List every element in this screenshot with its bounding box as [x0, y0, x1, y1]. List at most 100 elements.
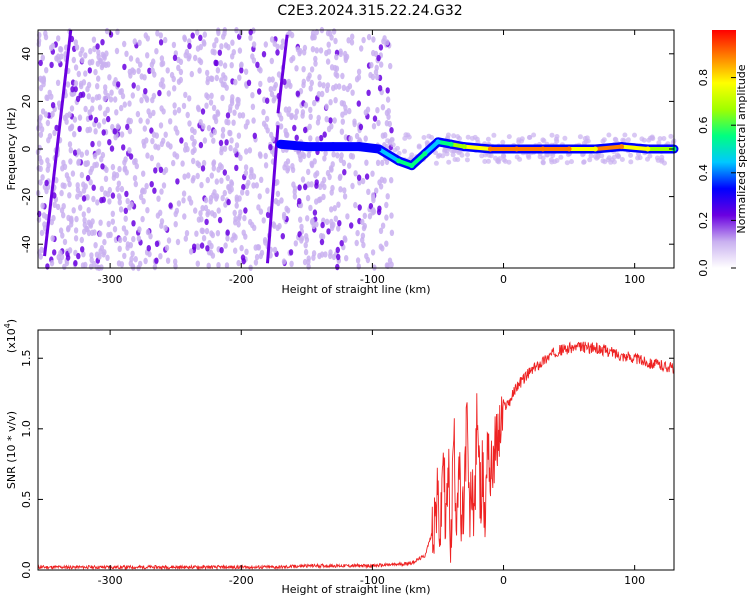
noise-speck: [355, 229, 360, 237]
signal-halo: [595, 153, 601, 159]
noise-speck: [100, 151, 106, 159]
noise-speck: [51, 214, 56, 222]
signal-halo: [602, 159, 608, 165]
noise-speck: [326, 125, 332, 133]
noise-speck: [281, 258, 287, 265]
noise-speck: [38, 114, 43, 121]
noise-speck: [360, 177, 366, 185]
noise-speck: [303, 183, 308, 191]
signal-track-core: [376, 147, 401, 163]
noise-speck: [192, 146, 197, 154]
noise-speck: [264, 115, 270, 123]
noise-speck: [72, 131, 77, 138]
x-tick-label: -300: [98, 574, 123, 587]
noise-speck: [38, 59, 43, 67]
noise-speck: [322, 183, 327, 191]
noise-speck: [369, 61, 374, 69]
signal-halo: [444, 148, 450, 154]
noise-speck: [291, 55, 296, 62]
colorbar-tick-label: 0.8: [697, 69, 710, 87]
noise-speck: [342, 187, 347, 194]
noise-speck: [195, 260, 200, 267]
signal-track-point: [592, 146, 598, 152]
noise-speck: [251, 182, 256, 189]
signal-halo: [625, 137, 631, 143]
noise-speck: [299, 235, 305, 242]
noise-speck: [265, 187, 270, 194]
noise-speck: [155, 212, 161, 219]
noise-speck: [61, 159, 66, 167]
noise-speck: [86, 207, 91, 214]
noise-speck: [93, 242, 98, 249]
noise-speck: [258, 80, 263, 88]
noise-speck: [360, 232, 366, 239]
noise-speck: [195, 29, 200, 36]
streak-line: [276, 34, 289, 114]
signal-halo: [649, 135, 655, 141]
noise-speck: [318, 134, 324, 142]
noise-speck: [178, 76, 183, 84]
noise-speck: [61, 212, 66, 219]
noise-speck: [67, 180, 72, 188]
noise-speck: [248, 34, 253, 41]
noise-speck: [141, 170, 146, 177]
noise-speck: [214, 74, 219, 82]
noise-speck: [336, 225, 341, 232]
signal-halo: [451, 148, 457, 154]
noise-speck: [269, 90, 275, 98]
y-tick-label: 40: [20, 47, 33, 61]
noise-speck: [123, 207, 128, 214]
noise-speck: [364, 252, 369, 260]
noise-speck: [309, 79, 314, 87]
noise-speck: [88, 179, 93, 186]
noise-speck: [329, 189, 334, 196]
noise-speck: [308, 113, 313, 121]
noise-speck: [237, 47, 243, 54]
noise-speck: [163, 131, 168, 138]
noise-speck: [276, 71, 282, 78]
noise-speck: [251, 173, 257, 180]
noise-speck: [192, 128, 197, 135]
noise-speck: [368, 71, 373, 79]
noise-speck: [156, 144, 161, 151]
y-tick-label: 1.0: [20, 420, 33, 438]
noise-speck: [49, 260, 55, 267]
noise-speck: [385, 39, 390, 46]
noise-speck: [50, 102, 56, 109]
noise-speck: [165, 141, 171, 148]
noise-speck: [101, 129, 106, 136]
spectrogram-x-ticks: -300 -200 -100 0 100: [98, 30, 645, 286]
noise-speck: [205, 69, 210, 77]
noise-speck: [109, 89, 114, 96]
noise-speck: [209, 242, 214, 250]
noise-speck: [44, 67, 49, 74]
noise-speck: [184, 230, 190, 237]
noise-speck: [367, 213, 373, 220]
colorbar-label: Normalized spectral amplitude: [735, 64, 748, 233]
noise-speck: [370, 170, 375, 177]
noise-speck: [246, 79, 252, 87]
noise-speck: [163, 224, 168, 232]
noise-speck: [309, 160, 314, 167]
noise-speck: [380, 159, 385, 167]
noise-speck: [50, 111, 55, 118]
signal-halo: [612, 136, 618, 142]
noise-speck: [110, 163, 116, 171]
noise-speck: [300, 109, 306, 116]
noise-speck: [352, 120, 357, 128]
noise-speck: [85, 126, 90, 134]
noise-speck: [119, 104, 124, 112]
signal-halo: [445, 132, 451, 138]
noise-speck: [214, 59, 219, 67]
noise-speck: [110, 218, 116, 225]
noise-speck: [366, 33, 372, 41]
noise-speck: [250, 92, 255, 99]
noise-speck: [173, 258, 178, 265]
noise-speck: [356, 263, 361, 270]
noise-speck: [353, 170, 358, 177]
noise-speck: [150, 137, 155, 145]
noise-speck: [75, 95, 81, 103]
signal-halo: [433, 150, 438, 156]
noise-speck: [354, 76, 360, 83]
noise-speck: [45, 119, 51, 127]
